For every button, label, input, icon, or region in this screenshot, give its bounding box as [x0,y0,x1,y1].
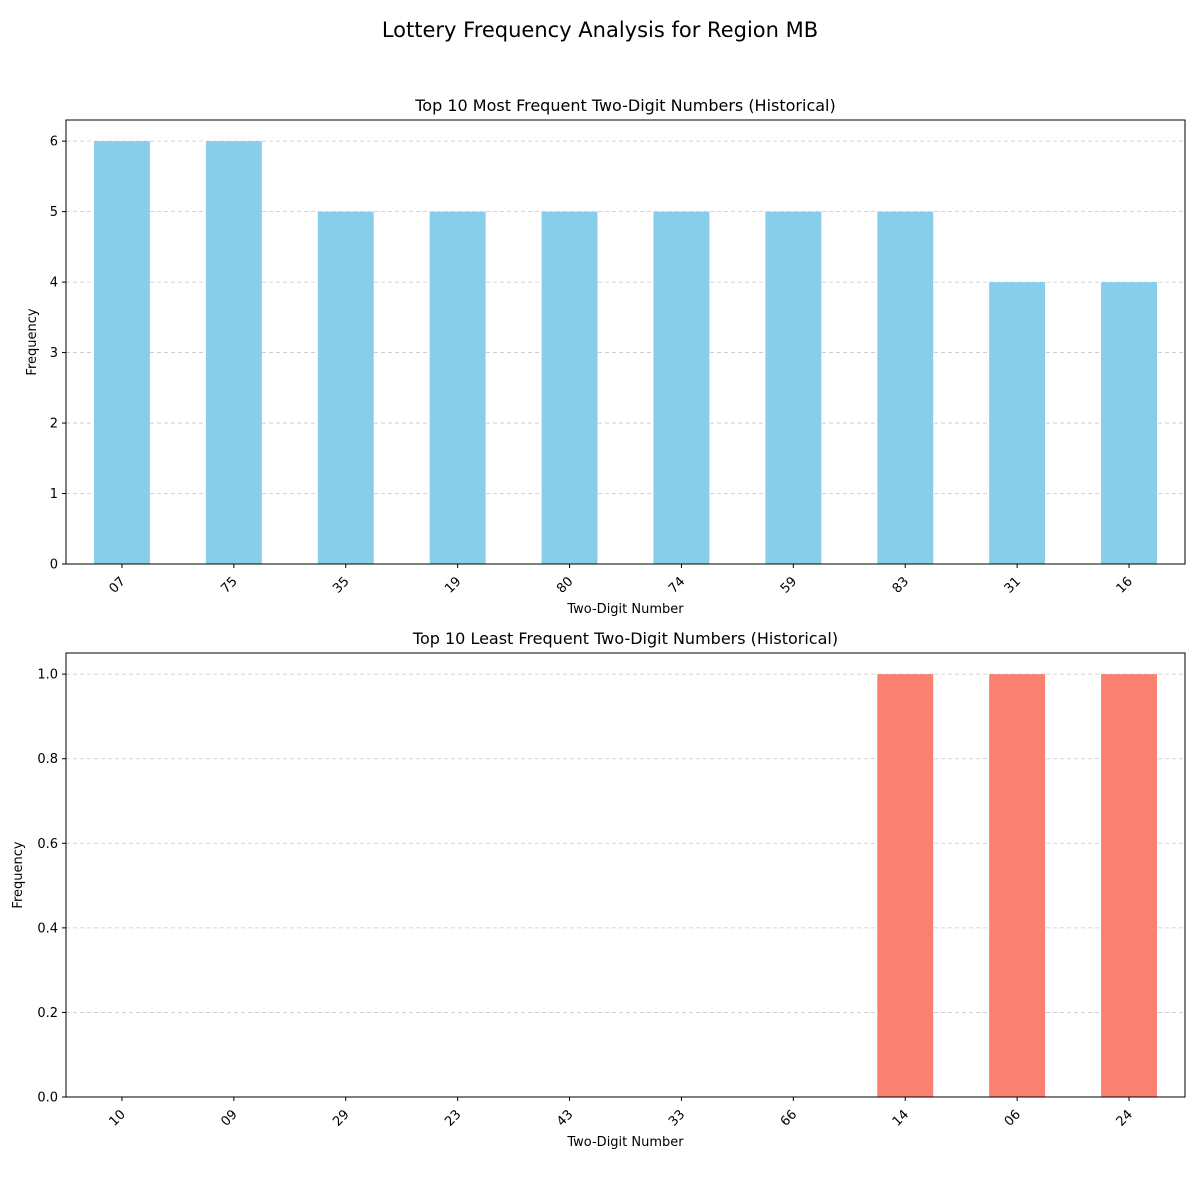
panel1-ytick-label: 3 [50,346,58,361]
panel1-axes-frame [65,119,1186,565]
panel2-ytick-label: 0.2 [37,1006,58,1021]
panel2-xtick-label: 06 [1002,1107,1024,1129]
panel1-xtick-label: 31 [1002,574,1024,596]
panel1-xtick-label: 19 [442,574,464,596]
panel1-xlabel: Two-Digit Number [566,602,684,617]
panel1-ytick-label: 5 [50,205,58,220]
panel2-axes-frame [65,652,1186,1098]
panel2-ytick-label: 0.6 [37,837,58,852]
panel2-bar [989,674,1046,1097]
panel1-title: Top 10 Most Frequent Two-Digit Numbers (… [414,96,836,115]
panel1-xtick-label: 80 [554,574,576,596]
panel2-xtick-label: 14 [890,1107,912,1129]
panel2-ytick-label: 0.0 [37,1091,58,1106]
panel1-xtick-label: 83 [890,574,912,596]
panel2-xtick-label: 29 [330,1107,352,1129]
panel1-bar [989,282,1046,564]
panel2-bar [1101,674,1158,1097]
panel2-xtick-label: 10 [106,1107,128,1129]
panel1-bar [317,211,374,564]
panel2-xtick-label: 09 [218,1107,240,1129]
panel1-ytick-label: 1 [50,487,58,502]
panel1-ytick-label: 0 [50,558,58,573]
panel1-bar [429,211,486,564]
panel1-bar [205,141,262,564]
panel2-xtick-label: 43 [554,1107,576,1129]
panel1-ytick-label: 6 [50,135,58,150]
panel1-xtick-label: 59 [778,574,800,596]
panel1-xtick-label: 07 [106,574,128,596]
panel2-xtick-label: 23 [442,1107,464,1129]
panel1-bar [653,211,710,564]
panel2-ytick-label: 1.0 [37,668,58,683]
panel1-ytick-label: 4 [50,276,58,291]
panel2-xtick-label: 33 [666,1107,688,1129]
panel2-xlabel: Two-Digit Number [566,1135,684,1150]
panel1-xtick-label: 75 [218,574,240,596]
panel2-ytick-label: 0.8 [37,752,58,767]
figure-title: Lottery Frequency Analysis for Region MB [381,18,819,42]
panel1-xtick-label: 74 [666,574,688,596]
panel2-xtick-label: 66 [778,1107,800,1129]
panel1-bar [877,211,934,564]
panel2-ylabel: Frequency [11,841,26,908]
panel1-xtick-label: 16 [1114,574,1136,596]
panel1-ytick-label: 2 [50,417,58,432]
panel1-ylabel: Frequency [25,308,40,375]
panel1-xtick-label: 35 [330,574,352,596]
panel2-title: Top 10 Least Frequent Two-Digit Numbers … [412,629,838,648]
panel1-bar [1101,282,1158,564]
panel1-bar [93,141,150,564]
panel2-ytick-label: 0.4 [37,921,58,936]
panel1-bar [765,211,822,564]
panel1-bar [541,211,598,564]
panel2-bar [877,674,934,1097]
panel2-xtick-label: 24 [1114,1107,1136,1129]
